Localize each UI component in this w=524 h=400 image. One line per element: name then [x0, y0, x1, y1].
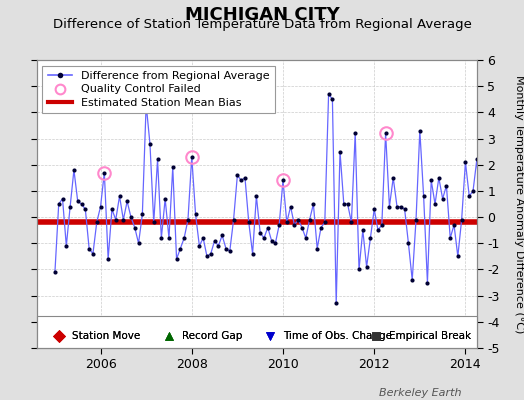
Text: Difference of Station Temperature Data from Regional Average: Difference of Station Temperature Data f…: [52, 18, 472, 31]
Text: Record Gap: Record Gap: [182, 332, 242, 342]
Text: Berkeley Earth: Berkeley Earth: [379, 388, 461, 398]
Text: Empirical Break: Empirical Break: [389, 332, 471, 342]
Text: Empirical Break: Empirical Break: [389, 332, 471, 342]
Text: Time of Obs. Change: Time of Obs. Change: [283, 332, 392, 342]
FancyBboxPatch shape: [37, 316, 477, 348]
Text: Time of Obs. Change: Time of Obs. Change: [283, 332, 392, 342]
Text: Station Move: Station Move: [72, 332, 140, 342]
Legend: Difference from Regional Average, Quality Control Failed, Estimated Station Mean: Difference from Regional Average, Qualit…: [42, 66, 275, 113]
Y-axis label: Monthly Temperature Anomaly Difference (°C): Monthly Temperature Anomaly Difference (…: [514, 75, 523, 333]
Text: MICHIGAN CITY: MICHIGAN CITY: [184, 6, 340, 24]
Text: Station Move: Station Move: [72, 332, 140, 342]
Text: Record Gap: Record Gap: [182, 332, 242, 342]
